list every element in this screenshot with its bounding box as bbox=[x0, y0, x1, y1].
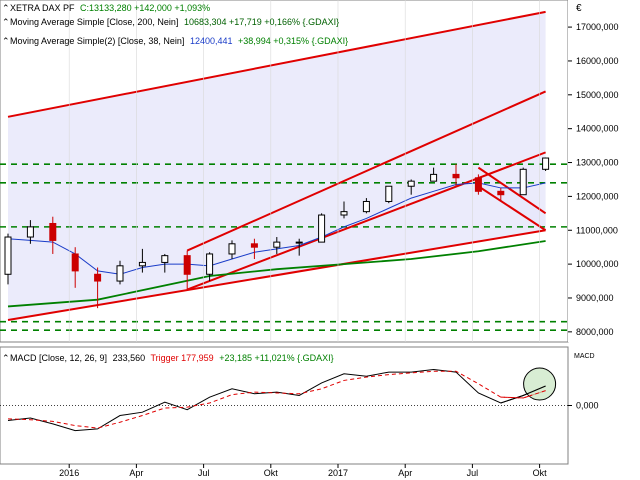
legend-ma38-change: +38,994 +0,315% {.GDAXI} bbox=[238, 36, 348, 46]
candles bbox=[4, 157, 550, 309]
candle-body bbox=[94, 273, 102, 282]
price-tick-label: 13000,000 bbox=[576, 158, 619, 168]
macd-tick-label: 0,000 bbox=[576, 401, 599, 411]
price-tick-label: 17000,000 bbox=[576, 22, 619, 32]
svg-text:Moving Average Simple [Close,: Moving Average Simple [Close, 200, Nein]… bbox=[10, 17, 339, 27]
candle-body bbox=[407, 180, 415, 187]
macd-signal-tail bbox=[500, 390, 546, 399]
legend-ma38-value: 12400,441 bbox=[190, 36, 233, 46]
price-tick-label: 12000,000 bbox=[576, 191, 619, 201]
macd-axis-title: MACD bbox=[574, 353, 595, 360]
candle-body bbox=[4, 236, 12, 275]
candle-body bbox=[26, 226, 34, 238]
candle-body bbox=[273, 241, 281, 248]
price-tick-label: 8000,000 bbox=[576, 327, 614, 337]
trendline bbox=[477, 185, 547, 232]
candle-body bbox=[340, 211, 348, 216]
macd-change: +23,185 +11,021% {.GDAXI} bbox=[219, 353, 333, 363]
svg-text:XETRA DAX PF C:13133,280: XETRA DAX PF C:13133,280 +142,000 +1,093… bbox=[10, 3, 210, 13]
trendline bbox=[186, 90, 547, 252]
price-axis-panel bbox=[568, 0, 640, 342]
time-tick-label: Jul bbox=[467, 468, 479, 478]
currency-symbol: € bbox=[576, 3, 582, 14]
candle-body bbox=[318, 214, 326, 243]
macd-highlight-circle bbox=[523, 367, 557, 401]
svg-text:Moving Average Simple(2) [Clos: Moving Average Simple(2) [Close, 38, Nei… bbox=[10, 36, 348, 46]
ma200-line bbox=[7, 240, 546, 308]
legend-ma38-label: Moving Average Simple(2) [Close, 38, Nei… bbox=[10, 36, 184, 46]
price-tick-label: 15000,000 bbox=[576, 90, 619, 100]
candle-body bbox=[183, 255, 191, 275]
macd-line bbox=[7, 369, 546, 432]
macd-value: 233,560 bbox=[113, 353, 146, 363]
macd-icon: ⌃ bbox=[2, 353, 10, 363]
macd-label: MACD [Close, 12, 26, 9] bbox=[10, 353, 107, 363]
price-tick-label: 9000,000 bbox=[576, 293, 614, 303]
legend-ma200-label: Moving Average Simple [Close, 200, Nein] bbox=[10, 17, 178, 27]
candle-body bbox=[430, 173, 438, 182]
time-tick-label: Okt bbox=[533, 468, 548, 478]
macd-panel bbox=[0, 346, 569, 465]
macd-trigger: Trigger 177,959 bbox=[150, 353, 213, 363]
legend-ma200-values: 10683,304 +17,719 +0,166% {.GDAXI} bbox=[184, 17, 339, 27]
legend-instrument: XETRA DAX PF bbox=[10, 3, 75, 13]
time-axis: 2016 Apr Jul Okt 2017 Apr Jul Okt bbox=[59, 0, 547, 478]
macd-line-tail bbox=[500, 385, 546, 404]
time-tick-label: Apr bbox=[129, 468, 143, 478]
trendline bbox=[7, 10, 546, 118]
candle-body bbox=[452, 173, 460, 179]
candle-body bbox=[206, 253, 214, 275]
candle-body bbox=[116, 265, 124, 282]
price-tick-label: 11000,000 bbox=[576, 225, 618, 235]
legend-ma38-icon: ⌃ bbox=[2, 36, 10, 46]
candle-body bbox=[497, 190, 505, 196]
candle-body bbox=[474, 177, 482, 192]
price-tick-label: 10000,000 bbox=[576, 259, 619, 269]
candle-body bbox=[250, 243, 258, 248]
candle-body bbox=[161, 255, 169, 263]
candle-body bbox=[519, 168, 527, 196]
price-tick-label: 16000,000 bbox=[576, 56, 619, 66]
price-legend: ⌃ XETRA DAX PF C:13133,280 +142,000 +1,0… bbox=[2, 3, 582, 46]
trendline bbox=[477, 166, 547, 215]
time-tick-label: 2016 bbox=[59, 468, 79, 478]
macd-lines: 0,000 bbox=[0, 367, 599, 432]
candle-body bbox=[228, 243, 236, 255]
candle-body bbox=[138, 261, 146, 267]
svg-text:MACD [Close, 12, 26, 9]: MACD [Close, 12, 26, 9] 233,560 Trigger … bbox=[10, 353, 334, 363]
candle-body bbox=[295, 241, 303, 244]
candle-body bbox=[385, 185, 393, 202]
macd-signal-line bbox=[7, 370, 546, 429]
legend-ma200-icon: ⌃ bbox=[2, 17, 10, 27]
time-tick-label: 2017 bbox=[328, 468, 348, 478]
time-tick-label: Jul bbox=[198, 468, 210, 478]
macd-legend: ⌃ MACD [Close, 12, 26, 9] 233,560 Trigge… bbox=[2, 353, 595, 363]
candle-body bbox=[71, 253, 79, 272]
trendline bbox=[186, 151, 546, 291]
price-tick-label: 14000,000 bbox=[576, 124, 619, 134]
time-tick-label: Okt bbox=[264, 468, 279, 478]
candle-body bbox=[362, 200, 370, 213]
candle-body bbox=[542, 157, 550, 170]
price-axis: 17000,000 16000,000 15000,000 14000,000 1300… bbox=[568, 22, 619, 337]
legend-instrument-icon: ⌃ bbox=[2, 3, 10, 13]
time-tick-label: Apr bbox=[398, 468, 412, 478]
long-channel-fill bbox=[8, 11, 546, 320]
candle-body bbox=[49, 222, 57, 241]
legend-close-values: C:13133,280 +142,000 +1,093% bbox=[80, 3, 210, 13]
